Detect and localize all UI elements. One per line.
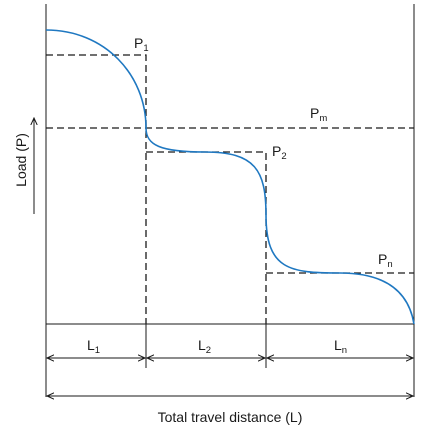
label-ln: Ln [334, 337, 347, 356]
label-pm: Pm [310, 105, 327, 124]
label-l2: L2 [198, 337, 211, 356]
label-pn: Pn [378, 251, 393, 270]
label-l1: L1 [87, 337, 100, 356]
load-curve [45, 29, 415, 325]
y-axis-title: Load (P) [13, 133, 29, 187]
label-p2: P2 [272, 143, 287, 162]
dashed-step-p1 [46, 54, 147, 324]
label-p1: P1 [134, 35, 149, 54]
dashed-step-p2 [146, 151, 267, 324]
x-axis-title: Total travel distance (L) [158, 409, 303, 425]
